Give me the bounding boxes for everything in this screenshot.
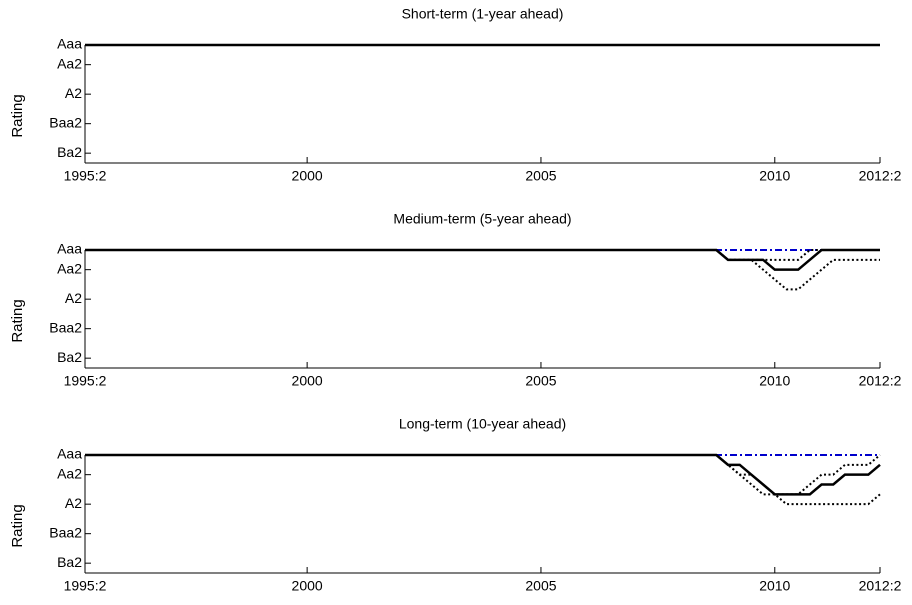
y-axis-label: Rating	[9, 504, 26, 547]
y-tick-label: Ba2	[57, 349, 82, 365]
y-tick-label: Ba2	[57, 554, 82, 570]
chart-title: Long-term (10-year ahead)	[399, 416, 566, 432]
y-tick-label: Baa2	[49, 319, 82, 335]
series-line	[85, 454, 881, 506]
x-tick-label: 2010	[759, 373, 790, 389]
x-tick-label: 2012:2	[859, 168, 902, 184]
y-axis-label: Rating	[9, 94, 26, 137]
panel: Medium-term (5-year ahead) Rating Aaa Aa2 A2…	[9, 211, 902, 389]
series-line	[85, 249, 880, 261]
x-tick-label: 2005	[525, 373, 556, 389]
x-tick-label: 2005	[525, 578, 556, 594]
y-tick-label: Aaa	[57, 446, 82, 462]
y-tick-label: Aa2	[57, 465, 82, 481]
y-tick-label: Aa2	[57, 55, 82, 71]
series-line	[85, 454, 881, 496]
x-tick-label: 2010	[759, 578, 790, 594]
x-tick-label: 2000	[292, 373, 323, 389]
y-tick-label: Aaa	[57, 241, 82, 257]
y-tick-label: Baa2	[49, 524, 82, 540]
y-tick-label: A2	[65, 495, 82, 511]
x-tick-label: 1995:2	[64, 168, 107, 184]
x-tick-label: 2000	[292, 578, 323, 594]
series-line	[85, 453, 881, 496]
y-tick-label: Baa2	[49, 114, 82, 130]
panel: Short-term (1-year ahead) Rating Aaa Aa2 A2 B…	[9, 6, 902, 184]
x-tick-label: 2000	[292, 168, 323, 184]
x-tick-label: 2005	[525, 168, 556, 184]
x-tick-label: 1995:2	[64, 578, 107, 594]
panel: Long-term (10-year ahead) Rating Aaa Aa2 A2 B…	[9, 416, 902, 594]
series-line	[85, 248, 880, 271]
x-tick-label: 2012:2	[859, 373, 902, 389]
x-tick-label: 2012:2	[859, 578, 902, 594]
chart-title: Short-term (1-year ahead)	[402, 6, 564, 22]
y-tick-label: Ba2	[57, 144, 82, 160]
x-tick-label: 1995:2	[64, 373, 107, 389]
x-tick-label: 2010	[759, 168, 790, 184]
y-tick-label: Aa2	[57, 260, 82, 276]
y-axis-label: Rating	[9, 299, 26, 342]
y-tick-label: A2	[65, 85, 82, 101]
chart-title: Medium-term (5-year ahead)	[393, 211, 571, 227]
series-line	[85, 249, 880, 291]
y-tick-label: A2	[65, 290, 82, 306]
y-tick-label: Aaa	[57, 36, 82, 52]
